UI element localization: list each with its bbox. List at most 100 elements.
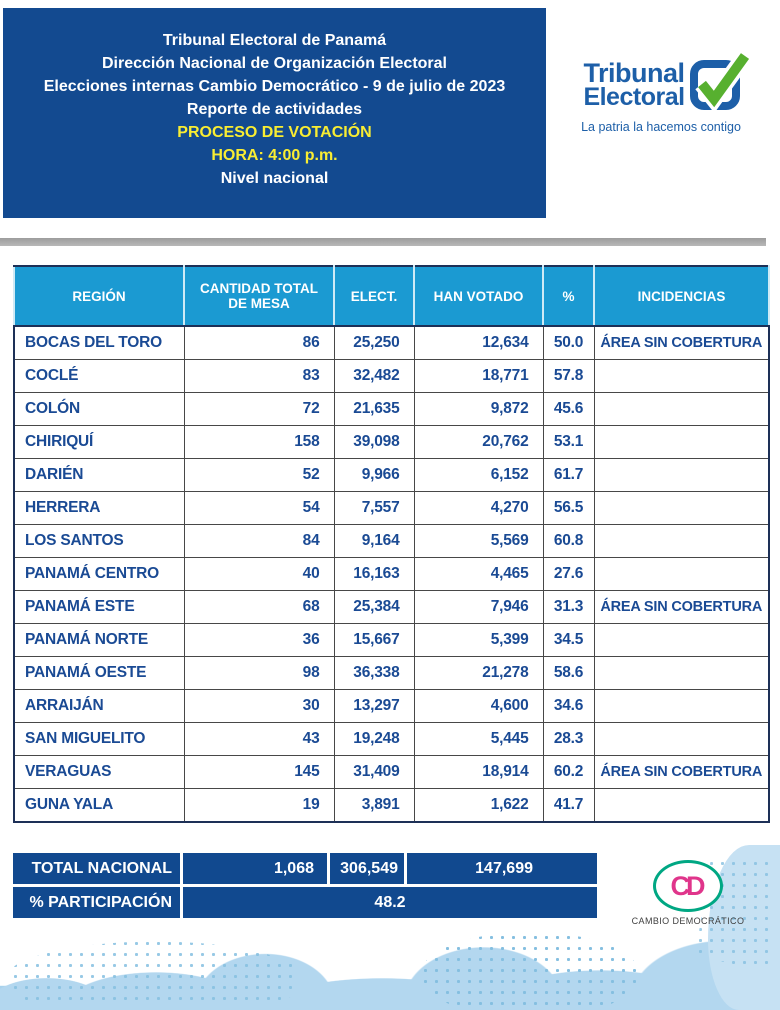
cambio-democratico-logo: CD CAMBIO DEMOCRÁTICO xyxy=(608,860,768,926)
cell-votado: 18,771 xyxy=(413,359,544,393)
cell-pct: 57.8 xyxy=(542,359,595,393)
cell-incidencias xyxy=(593,788,770,823)
cell-votado: 21,278 xyxy=(413,656,544,690)
cell-incidencias xyxy=(593,722,770,756)
table-row: COLÓN 72 21,635 9,872 45.6 xyxy=(13,392,770,426)
cell-elect: 16,163 xyxy=(333,557,415,591)
tribunal-electoral-wordmark: Tribunal Electoral xyxy=(583,58,685,111)
total-label: TOTAL NACIONAL xyxy=(13,853,183,884)
cell-elect: 19,248 xyxy=(333,722,415,756)
cell-mesas: 19 xyxy=(183,788,335,823)
header-line-institution: Tribunal Electoral de Panamá xyxy=(162,32,387,49)
col-header-region: REGIÓN xyxy=(13,265,185,327)
cell-votado: 20,762 xyxy=(413,425,544,459)
table-row: DARIÉN 52 9,966 6,152 61.7 xyxy=(13,458,770,492)
cell-mesas: 83 xyxy=(183,359,335,393)
cell-region: PANAMÁ OESTE xyxy=(13,656,185,690)
table-row: HERRERA 54 7,557 4,270 56.5 xyxy=(13,491,770,525)
cell-incidencias: ÁREA SIN COBERTURA xyxy=(593,325,770,360)
header-line-level: Nivel nacional xyxy=(220,170,329,187)
results-table: REGIÓN CANTIDAD TOTAL DE MESA ELECT. HAN… xyxy=(13,265,770,823)
table-row: LOS SANTOS 84 9,164 5,569 60.8 xyxy=(13,524,770,558)
cell-pct: 34.6 xyxy=(542,689,595,723)
cell-pct: 34.5 xyxy=(542,623,595,657)
cell-elect: 7,557 xyxy=(333,491,415,525)
cell-mesas: 145 xyxy=(183,755,335,789)
tribunal-electoral-tagline: La patria la hacemos contigo xyxy=(581,120,741,134)
cell-region: PANAMÁ CENTRO xyxy=(13,557,185,591)
cell-elect: 3,891 xyxy=(333,788,415,823)
halftone-dots-left xyxy=(10,941,300,1008)
cell-mesas: 52 xyxy=(183,458,335,492)
cell-incidencias xyxy=(593,425,770,459)
col-header-incidencias: INCIDENCIAS xyxy=(593,265,770,327)
cell-mesas: 72 xyxy=(183,392,335,426)
cell-mesas: 68 xyxy=(183,590,335,624)
cell-region: HERRERA xyxy=(13,491,185,525)
table-row: PANAMÁ ESTE 68 25,384 7,946 31.3 ÁREA SI… xyxy=(13,590,770,624)
cell-region: PANAMÁ ESTE xyxy=(13,590,185,624)
cell-mesas: 86 xyxy=(183,325,335,360)
cell-votado: 18,914 xyxy=(413,755,544,789)
cell-pct: 27.6 xyxy=(542,557,595,591)
header-line-report-type: Reporte de actividades xyxy=(186,101,363,118)
cell-pct: 56.5 xyxy=(542,491,595,525)
report-header: Tribunal Electoral de Panamá Dirección N… xyxy=(3,8,546,218)
cell-region: BOCAS DEL TORO xyxy=(13,325,185,360)
cell-pct: 58.6 xyxy=(542,656,595,690)
table-row: VERAGUAS 145 31,409 18,914 60.2 ÁREA SIN… xyxy=(13,755,770,789)
cell-incidencias xyxy=(593,392,770,426)
divider-bar xyxy=(0,238,766,246)
table-body: BOCAS DEL TORO 86 25,250 12,634 50.0 ÁRE… xyxy=(13,325,770,823)
cell-mesas: 40 xyxy=(183,557,335,591)
cell-mesas: 98 xyxy=(183,656,335,690)
header-line-hour: HORA: 4:00 p.m. xyxy=(211,147,338,164)
cell-mesas: 30 xyxy=(183,689,335,723)
cell-votado: 5,569 xyxy=(413,524,544,558)
col-header-votado: HAN VOTADO xyxy=(413,265,544,327)
header-line-process: PROCESO DE VOTACIÓN xyxy=(177,124,372,141)
cell-elect: 21,635 xyxy=(333,392,415,426)
cell-votado: 5,445 xyxy=(413,722,544,756)
table-row: SAN MIGUELITO 43 19,248 5,445 28.3 xyxy=(13,722,770,756)
cell-pct: 53.1 xyxy=(542,425,595,459)
table-row: GUNA YALA 19 3,891 1,622 41.7 xyxy=(13,788,770,823)
cell-elect: 9,966 xyxy=(333,458,415,492)
cell-region: LOS SANTOS xyxy=(13,524,185,558)
cell-region: SAN MIGUELITO xyxy=(13,722,185,756)
cell-mesas: 36 xyxy=(183,623,335,657)
col-header-elect: ELECT. xyxy=(333,265,415,327)
cell-region: ARRAIJÁN xyxy=(13,689,185,723)
total-nacional-row: TOTAL NACIONAL 1,068 306,549 147,699 xyxy=(13,853,597,884)
cell-incidencias xyxy=(593,689,770,723)
cell-pct: 60.8 xyxy=(542,524,595,558)
cell-region: COLÓN xyxy=(13,392,185,426)
cell-pct: 41.7 xyxy=(542,788,595,823)
total-elect: 306,549 xyxy=(330,853,407,884)
cell-votado: 12,634 xyxy=(413,325,544,360)
table-row: BOCAS DEL TORO 86 25,250 12,634 50.0 ÁRE… xyxy=(13,325,770,360)
cell-region: PANAMÁ NORTE xyxy=(13,623,185,657)
cell-incidencias: ÁREA SIN COBERTURA xyxy=(593,590,770,624)
cell-votado: 4,600 xyxy=(413,689,544,723)
table-row: ARRAIJÁN 30 13,297 4,600 34.6 xyxy=(13,689,770,723)
watercolor-splash-bottom xyxy=(0,928,780,1010)
cell-incidencias xyxy=(593,458,770,492)
total-votado: 147,699 xyxy=(475,859,533,877)
cell-elect: 36,338 xyxy=(333,656,415,690)
table-row: PANAMÁ CENTRO 40 16,163 4,465 27.6 xyxy=(13,557,770,591)
cell-incidencias xyxy=(593,557,770,591)
cell-votado: 4,270 xyxy=(413,491,544,525)
cd-caption: CAMBIO DEMOCRÁTICO xyxy=(631,916,745,926)
cell-incidencias xyxy=(593,656,770,690)
tribunal-electoral-logo: Tribunal Electoral La patria la hacemos … xyxy=(550,51,772,134)
cd-monogram-icon: CD xyxy=(653,860,723,912)
total-mesas: 1,068 xyxy=(183,853,330,884)
col-header-mesas: CANTIDAD TOTAL DE MESA xyxy=(183,265,335,327)
cell-votado: 5,399 xyxy=(413,623,544,657)
cell-votado: 9,872 xyxy=(413,392,544,426)
col-header-pct: % xyxy=(542,265,595,327)
cell-elect: 39,098 xyxy=(333,425,415,459)
participacion-row: % PARTICIPACIÓN 48.2 xyxy=(13,887,597,918)
